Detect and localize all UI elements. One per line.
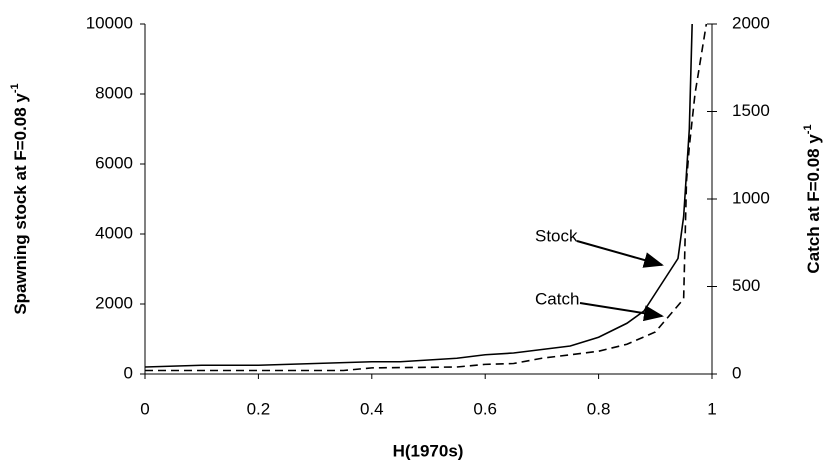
data-line [145,23,708,372]
data-line [144,23,693,368]
y2-axis-label-text: Catch at F=0.08 y [804,134,823,274]
annotation: Catch [535,289,579,308]
x-tick-label: 0.6 [473,399,497,418]
y-axis-label-sup: -1 [9,83,21,93]
y-tick-label: 0 [124,363,133,382]
arrow [576,240,664,268]
y-tick-label: 6000 [95,153,133,172]
x-tick-label: 0 [140,399,149,418]
y2-tick-label: 1500 [732,101,770,120]
x-tick-label: 0.8 [587,399,611,418]
x-tick-label: 0.2 [247,399,271,418]
y2-tick-label: 0 [732,363,741,382]
y2-tick-label: 1000 [732,188,770,207]
x-axis-label: H(1970s) [393,441,464,460]
y2-axis-label: Catch at F=0.08 y-1 [802,124,824,273]
y-tick-label: 8000 [95,83,133,102]
y2-axis-label-sup: -1 [802,124,814,134]
y-axis-label: Spawning stock at F=0.08 y-1 [9,83,31,314]
y2-tick-label: 2000 [732,13,770,32]
y-tick-label: 2000 [95,293,133,312]
y-axis-label-text: Spawning stock at F=0.08 y [11,93,30,315]
annotation: Stock [535,226,578,245]
y-tick-label: 4000 [95,223,133,242]
x-tick-label: 1 [707,399,716,418]
arrow [579,302,664,322]
x-tick-label: 0.4 [360,399,384,418]
y-tick-label: 10000 [86,13,133,32]
y2-tick-label: 500 [732,276,760,295]
